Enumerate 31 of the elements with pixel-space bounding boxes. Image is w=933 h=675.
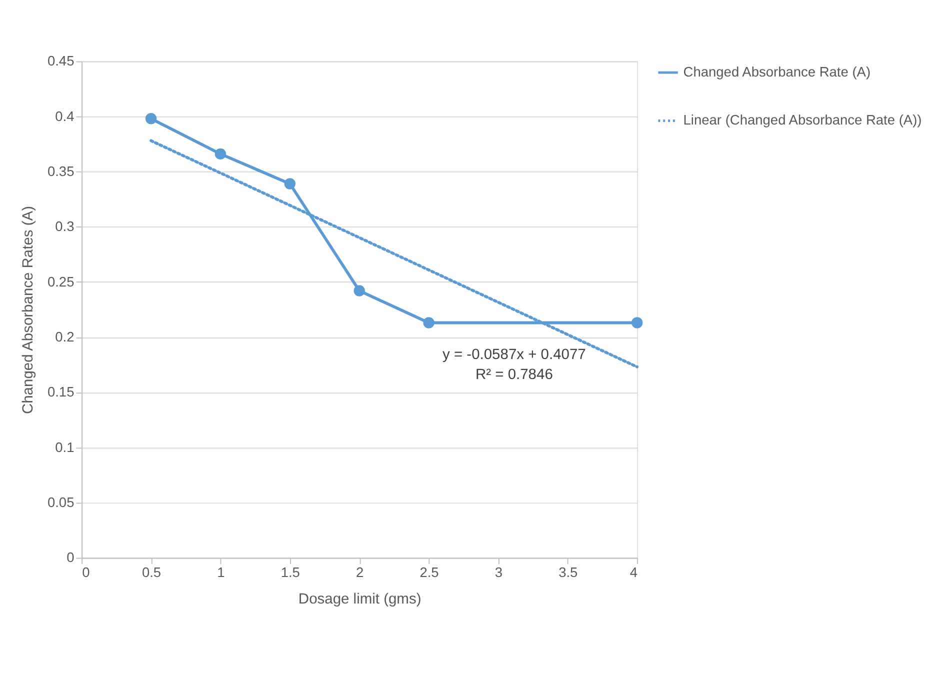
point [145, 113, 157, 124]
x-tick-label: 1 [217, 564, 225, 580]
x-axis-title: Dosage limit (gms) [298, 591, 422, 608]
y-tick-label: 0.45 [47, 54, 75, 69]
x-tick-label: 3 [494, 564, 503, 580]
point [354, 285, 365, 296]
y-tick-label: 0 [66, 550, 75, 566]
annotation: R² = 0.7846 [475, 366, 553, 383]
y-tick-label: 0.35 [47, 164, 75, 180]
point [631, 317, 643, 328]
x-tick-label: 2.5 [420, 564, 440, 580]
x-tick-label: 0 [82, 564, 90, 580]
y-tick-label: 0.25 [47, 274, 75, 290]
annotation: y = -0.0587x + 0.4077 [442, 347, 586, 364]
x-tick-label: 0.5 [142, 564, 162, 580]
point [284, 178, 296, 190]
x-tick-label: 4 [630, 564, 638, 580]
legend-label: Changed Absorbance Rate (A) [683, 64, 871, 80]
point [214, 148, 226, 160]
point [423, 317, 434, 328]
x-tick-label: 2 [356, 564, 364, 580]
y-tick-label: 0.3 [55, 219, 75, 234]
y-tick-label: 0.4 [55, 108, 75, 124]
y-tick-label: 0.2 [55, 330, 74, 345]
y-tick-label: 0.05 [47, 495, 75, 510]
x-tick-label: 3.5 [558, 564, 578, 580]
y-tick-label: 0.15 [47, 384, 75, 400]
y-tick-label: 0.1 [55, 440, 74, 455]
y-axis-title: Changed Absorbance Rates (A) [20, 206, 37, 414]
x-tick-label: 1.5 [280, 564, 300, 580]
legend-label: Linear (Changed Absorbance Rate (A)) [683, 112, 922, 128]
